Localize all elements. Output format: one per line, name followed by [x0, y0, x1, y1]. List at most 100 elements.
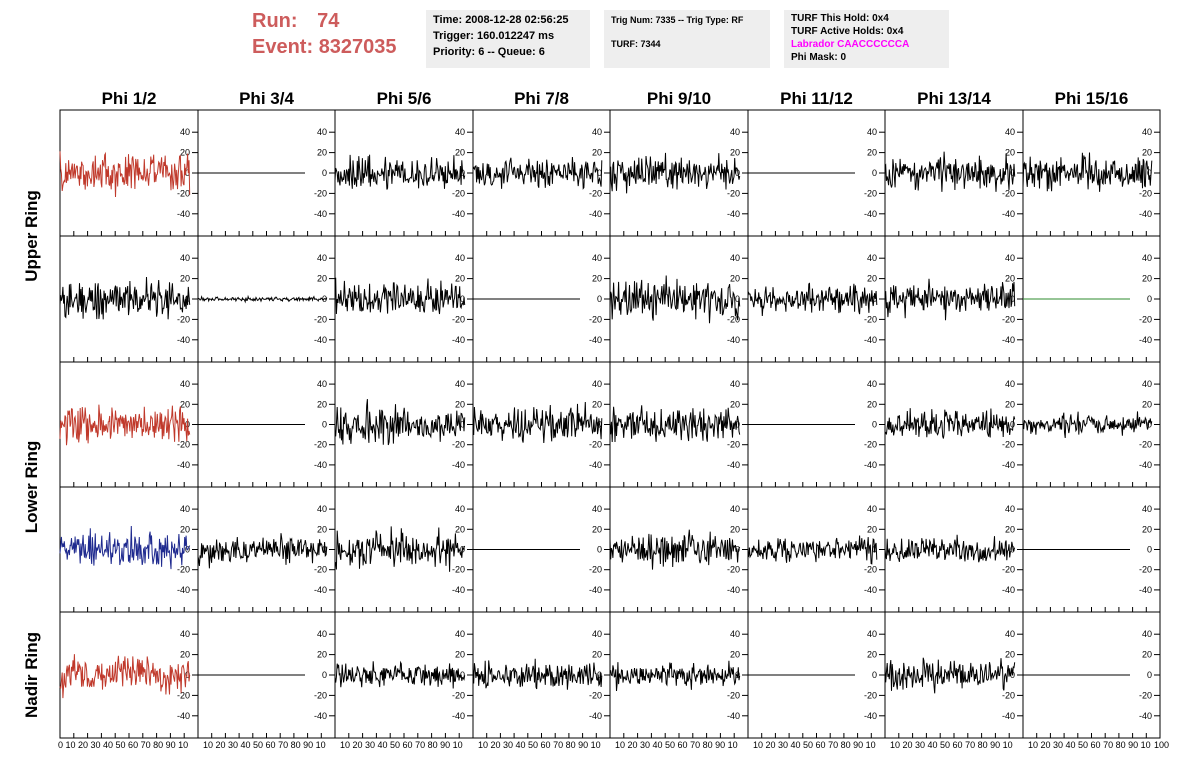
y-tick-label: -20: [727, 314, 740, 324]
y-tick-label: 0: [185, 670, 190, 680]
y-tick-label: -40: [1139, 585, 1152, 595]
y-tick-label: 20: [180, 274, 190, 284]
y-tick-label: -40: [452, 585, 465, 595]
phi-mask-text: Phi Mask: 0: [791, 52, 847, 63]
y-tick-label: -20: [864, 565, 877, 575]
column-header: Phi 9/10: [647, 89, 711, 108]
waveform-line: [59, 654, 191, 699]
waveform-line: [197, 533, 328, 569]
waveform-line: [1022, 152, 1153, 192]
y-tick-label: 40: [180, 127, 190, 137]
y-tick-label: 20: [1005, 524, 1015, 534]
waveform-line: [334, 526, 466, 572]
y-tick-label: 40: [455, 629, 465, 639]
y-tick-label: -40: [314, 585, 327, 595]
y-tick-label: 20: [867, 650, 877, 660]
trigger-info-panel: Trig Num: 7335 -- Trig Type: RF TURF: 73…: [604, 10, 770, 68]
y-tick-label: 0: [322, 420, 327, 430]
y-tick-label: -40: [314, 209, 327, 219]
y-tick-label: -40: [1139, 711, 1152, 721]
y-tick-label: -20: [314, 314, 327, 324]
labrador-text: Labrador CAACCCCCCA: [791, 39, 910, 50]
y-tick-label: -20: [314, 565, 327, 575]
waveform-line: [334, 154, 466, 190]
y-tick-label: -40: [314, 335, 327, 345]
waveform-line: [197, 294, 328, 304]
waveform-line: [747, 282, 878, 317]
x-tick-labels: 10 20 30 40 50 60 70 80 90 10: [753, 740, 876, 750]
y-tick-label: -20: [864, 188, 877, 198]
y-tick-label: -20: [1139, 440, 1152, 450]
y-tick-label: 20: [1005, 650, 1015, 660]
x-tick-labels: 0 10 20 30 40 50 60 70 80 90 10: [58, 740, 188, 750]
y-tick-label: 0: [460, 420, 465, 430]
y-tick-label: 0: [1010, 420, 1015, 430]
y-tick-label: -20: [864, 314, 877, 324]
y-tick-label: 0: [460, 670, 465, 680]
y-tick-label: -40: [1002, 711, 1015, 721]
y-tick-label: 20: [592, 148, 602, 158]
y-tick-label: 20: [1142, 650, 1152, 660]
y-tick-label: 40: [317, 379, 327, 389]
y-tick-label: 0: [1147, 420, 1152, 430]
y-tick-label: -20: [589, 565, 602, 575]
waveform-line: [334, 399, 466, 446]
y-tick-label: 40: [867, 379, 877, 389]
waveform-line: [1022, 411, 1153, 439]
y-tick-label: -40: [727, 585, 740, 595]
y-tick-label: 40: [730, 629, 740, 639]
y-tick-label: 40: [317, 629, 327, 639]
y-tick-label: 20: [730, 650, 740, 660]
y-tick-label: 0: [872, 420, 877, 430]
waveform-line: [59, 404, 191, 446]
y-tick-label: 20: [730, 524, 740, 534]
turf-hold-text: TURF This Hold: 0x4: [791, 13, 889, 24]
y-tick-label: 40: [730, 127, 740, 137]
y-tick-label: 40: [1142, 379, 1152, 389]
waveform-line: [884, 151, 1016, 192]
y-tick-label: -20: [452, 565, 465, 575]
y-tick-label: 20: [1005, 148, 1015, 158]
y-tick-label: -20: [727, 565, 740, 575]
column-header: Phi 11/12: [780, 89, 853, 108]
y-tick-label: 20: [455, 399, 465, 409]
y-tick-label: -20: [452, 188, 465, 198]
time-info-panel: Time: 2008-12-28 02:56:25 Trigger: 160.0…: [426, 10, 590, 68]
y-tick-label: 20: [455, 524, 465, 534]
y-tick-label: 20: [867, 148, 877, 158]
y-tick-label: 40: [180, 629, 190, 639]
y-tick-label: 20: [180, 524, 190, 534]
y-tick-label: -20: [314, 690, 327, 700]
y-tick-label: 0: [597, 294, 602, 304]
y-tick-label: 20: [867, 524, 877, 534]
y-tick-label: -40: [589, 585, 602, 595]
y-tick-label: 40: [867, 504, 877, 514]
waveform-line: [59, 151, 191, 198]
y-tick-label: 40: [1005, 379, 1015, 389]
y-tick-label: 40: [1005, 504, 1015, 514]
turf-info-panel: TURF This Hold: 0x4 TURF Active Holds: 0…: [784, 10, 949, 68]
y-tick-label: -20: [1002, 314, 1015, 324]
y-tick-label: 40: [867, 127, 877, 137]
y-tick-label: 40: [1005, 127, 1015, 137]
y-tick-label: 0: [597, 545, 602, 555]
x-tick-labels: 10 20 30 40 50 60 70 80 90 10: [1028, 740, 1151, 750]
y-tick-label: -20: [314, 440, 327, 450]
y-tick-label: -20: [589, 188, 602, 198]
y-tick-label: 20: [180, 650, 190, 660]
y-tick-label: 20: [1142, 524, 1152, 534]
y-tick-label: 0: [185, 168, 190, 178]
y-tick-label: 40: [317, 127, 327, 137]
y-tick-label: -40: [177, 585, 190, 595]
y-tick-label: -40: [177, 711, 190, 721]
y-tick-label: -40: [1139, 460, 1152, 470]
y-tick-label: 20: [317, 148, 327, 158]
y-tick-label: -40: [589, 460, 602, 470]
y-tick-label: 40: [1142, 253, 1152, 263]
y-tick-label: -20: [177, 690, 190, 700]
y-tick-label: -40: [727, 460, 740, 470]
x-tick-labels: 10 20 30 40 50 60 70 80 90 10: [615, 740, 738, 750]
x-tick-labels: 10 20 30 40 50 60 70 80 90 10: [203, 740, 326, 750]
y-tick-label: -40: [452, 711, 465, 721]
